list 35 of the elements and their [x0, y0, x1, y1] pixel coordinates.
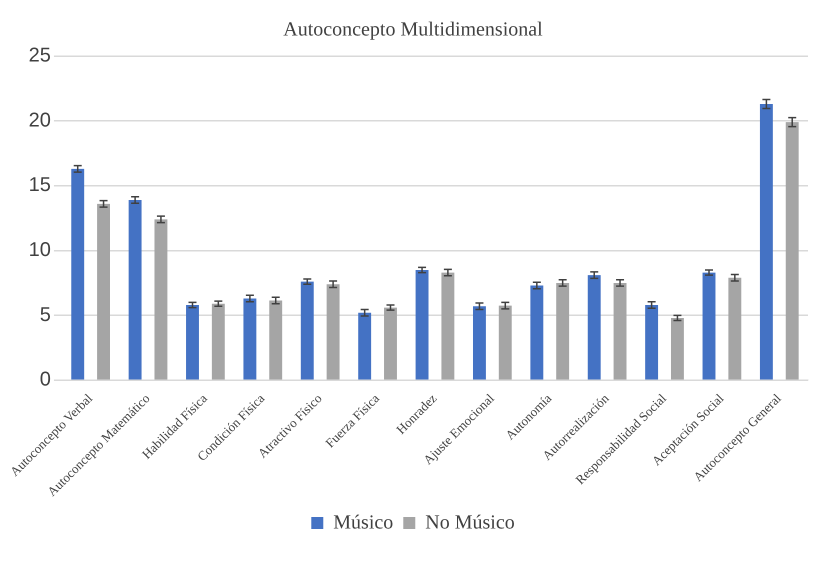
bar [670, 318, 684, 380]
bar [269, 300, 282, 380]
y-tick-label: 15 [28, 174, 51, 196]
bar [760, 104, 773, 380]
bar [154, 219, 168, 380]
bar [97, 204, 110, 380]
y-tick-label: 10 [28, 239, 51, 262]
bar [588, 275, 601, 380]
bar [441, 272, 454, 380]
y-tick-label: 25 [28, 44, 51, 67]
bar [728, 278, 742, 380]
bar [645, 304, 658, 380]
bar [243, 298, 256, 380]
bar [498, 306, 512, 380]
bar [702, 272, 716, 380]
bar [186, 304, 199, 380]
bar [384, 308, 397, 380]
chart-title: Autoconcepto Multidimensional [283, 18, 544, 40]
bar [614, 282, 627, 380]
bar [300, 282, 314, 380]
bar [786, 122, 799, 380]
bar [472, 306, 486, 380]
bar [71, 168, 84, 380]
legend-label: No Músico [425, 511, 515, 534]
y-tick-label: 0 [40, 368, 51, 391]
bar [556, 282, 570, 380]
y-tick-label: 20 [28, 109, 51, 132]
bar [326, 284, 340, 380]
y-tick-label: 5 [40, 304, 51, 326]
bar [128, 200, 142, 380]
legend-label: Músico [333, 511, 394, 534]
bar [358, 312, 372, 380]
bar [416, 270, 429, 380]
bar [530, 286, 544, 380]
bar [212, 304, 225, 380]
